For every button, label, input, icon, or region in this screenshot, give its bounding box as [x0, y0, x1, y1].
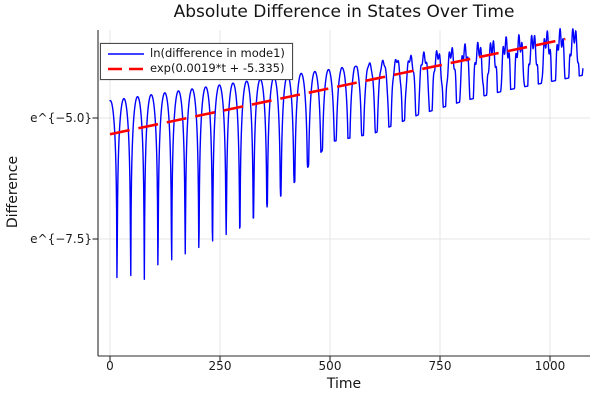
legend-entry-series1: ln(difference in mode1) [107, 46, 285, 61]
y-tick-label: e^{−7.5} [30, 232, 92, 246]
x-tick-label: 1000 [534, 359, 566, 373]
chart-title: Absolute Difference in States Over Time [173, 2, 515, 22]
x-tick-label: 0 [106, 359, 114, 373]
x-tick-label: 750 [428, 359, 452, 373]
y-tick-label: e^{−5.0} [30, 110, 92, 125]
x-tick-label: 250 [208, 359, 232, 373]
legend-line-sample-red-dashed [108, 67, 144, 70]
x-axis-label: Time [326, 376, 362, 392]
legend-entry-series2: exp(0.0019*t + -5.335) [107, 61, 285, 76]
legend-label-series1: ln(difference in mode1) [150, 46, 285, 60]
legend-label-series2: exp(0.0019*t + -5.335) [150, 61, 285, 75]
y-axis-label: Difference [5, 155, 21, 229]
legend: ln(difference in mode1) exp(0.0019*t + -… [100, 43, 293, 80]
legend-line-sample-blue [108, 52, 144, 55]
x-tick-label: 500 [318, 359, 342, 373]
